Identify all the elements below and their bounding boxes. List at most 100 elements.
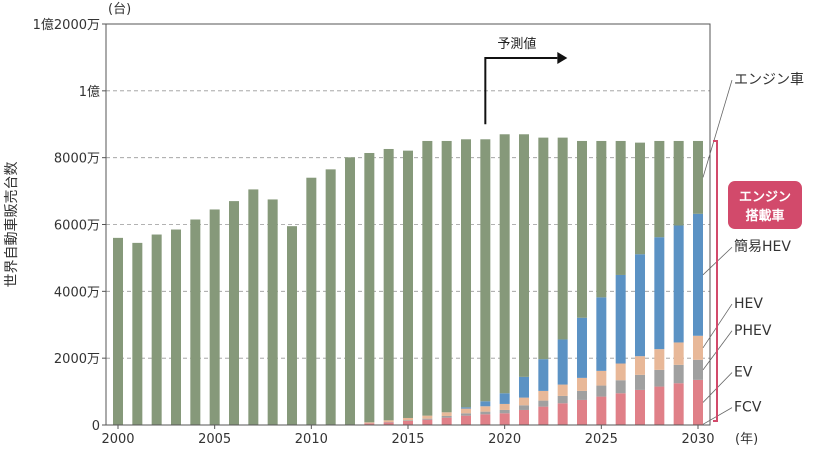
bar-segment <box>499 403 510 410</box>
bar-segment <box>403 420 413 421</box>
x-tick-label: 2000 <box>101 432 134 447</box>
bar-segment <box>654 369 665 387</box>
bar-segment <box>596 385 607 397</box>
forecast-label: 予測値 <box>497 36 536 52</box>
bar-stack-2026 <box>615 140 626 425</box>
bar-stack-2006 <box>229 201 239 425</box>
bar-segment <box>654 140 665 238</box>
bar-segment <box>557 137 568 340</box>
bar-segment <box>403 150 413 418</box>
bar-segment <box>383 420 394 422</box>
bar-stack-2017 <box>441 140 452 425</box>
bar-stack-2019 <box>480 139 491 425</box>
y-tick-label: 1億2000万 <box>33 17 100 33</box>
bar-segment <box>422 415 433 419</box>
legend-leader <box>702 80 733 178</box>
bar-segment <box>673 225 684 343</box>
bar-segment <box>596 396 607 425</box>
bar-segment <box>577 399 587 425</box>
bar-segment <box>461 415 471 425</box>
bar-segment <box>499 409 510 414</box>
bar-stack-2011 <box>325 169 336 425</box>
bar-stack-2022 <box>538 137 549 425</box>
bar-stack-2012 <box>345 157 355 425</box>
legend-label: EV <box>734 365 753 381</box>
y-tick-label: 4000万 <box>54 285 100 300</box>
bar-segment <box>441 417 452 425</box>
bar-segment <box>441 140 452 413</box>
bar-stack-2024 <box>577 140 587 425</box>
bar-segment <box>519 409 529 425</box>
bar-segment <box>364 422 375 424</box>
bar-stack-2028 <box>654 140 665 425</box>
bar-segment <box>209 209 220 425</box>
x-unit-label: (年) <box>735 432 758 447</box>
bar-segment <box>635 142 645 255</box>
bar-segment <box>615 140 626 275</box>
bar-segment <box>306 177 317 425</box>
bar-segment <box>673 364 684 384</box>
y-tick-label: 8000万 <box>54 152 100 167</box>
bar-stack-2013 <box>364 152 375 425</box>
bar-segment <box>287 226 297 425</box>
bar-segment <box>635 356 645 375</box>
bar-segment <box>171 229 181 425</box>
bar-stack-2004 <box>190 219 201 425</box>
x-tick-label: 2005 <box>198 432 231 447</box>
engine-badge-text: エンジン <box>739 190 791 205</box>
bar-segment <box>635 254 645 357</box>
bar-segment <box>403 417 413 421</box>
bar-stack-2007 <box>248 189 259 425</box>
bar-stack-2014 <box>383 148 394 425</box>
x-tick-label: 2015 <box>391 432 424 447</box>
y-tick-label: 1億 <box>79 84 100 100</box>
bar-segment <box>461 408 471 414</box>
bar-stack-2030 <box>693 140 703 425</box>
bar-segment <box>557 339 568 385</box>
bar-segment <box>248 189 259 425</box>
bar-segment <box>538 359 549 391</box>
engine-badge <box>728 181 802 230</box>
bar-segment <box>577 140 587 318</box>
y-tick-label: 0 <box>92 419 100 434</box>
bar-stack-2005 <box>209 209 220 425</box>
y-axis-label: 世界自動車販売台数 <box>3 162 20 288</box>
bar-segment <box>499 393 510 404</box>
bar-stack-2021 <box>519 134 529 425</box>
bar-segment <box>441 415 452 418</box>
bar-segment <box>151 234 162 425</box>
bar-stack-2016 <box>422 140 433 425</box>
forecast-arrow-head <box>557 52 568 64</box>
bar-segment <box>190 219 201 425</box>
bar-segment <box>693 335 703 360</box>
legend-label: PHEV <box>734 323 772 339</box>
bar-segment <box>345 157 355 425</box>
bar-segment <box>615 380 626 394</box>
bar-stack-2015 <box>403 150 413 425</box>
bar-segment <box>635 374 645 390</box>
legend-label: FCV <box>734 400 762 416</box>
bar-segment <box>577 377 587 391</box>
bar-segment <box>538 390 549 401</box>
y-tick-label: 6000万 <box>54 219 100 234</box>
bar-segment <box>441 412 452 416</box>
bar-segment <box>596 140 607 298</box>
bar-segment <box>519 376 529 398</box>
bar-segment <box>557 403 568 425</box>
bar-segment <box>364 423 375 425</box>
bar-segment <box>480 411 491 415</box>
bar-segment <box>693 379 703 425</box>
bar-segment <box>519 397 529 406</box>
bar-segment <box>615 363 626 381</box>
bar-segment <box>132 242 143 425</box>
bar-segment <box>364 152 375 423</box>
bar-segment <box>499 413 510 425</box>
bar-stack-2027 <box>635 142 645 425</box>
bar-segment <box>654 386 665 425</box>
bar-segment <box>596 370 607 386</box>
bar-segment <box>538 400 549 407</box>
legend-label: エンジン車 <box>734 71 804 88</box>
forecast-arrow-line <box>484 57 558 125</box>
